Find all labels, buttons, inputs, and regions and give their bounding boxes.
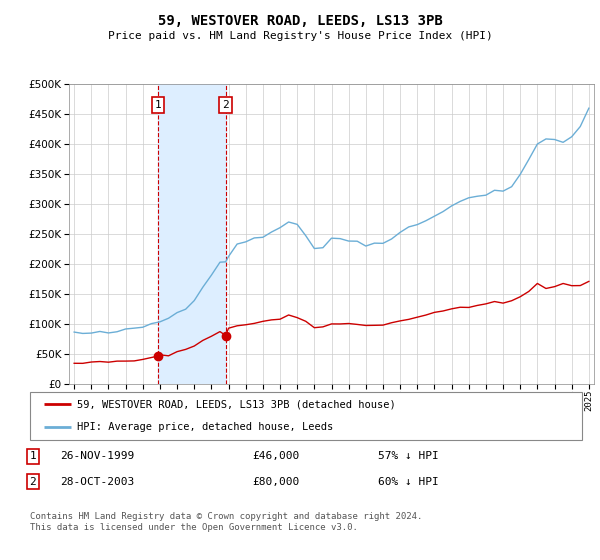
Text: Contains HM Land Registry data © Crown copyright and database right 2024.
This d: Contains HM Land Registry data © Crown c… (30, 512, 422, 532)
Text: £46,000: £46,000 (252, 451, 299, 461)
Text: Price paid vs. HM Land Registry's House Price Index (HPI): Price paid vs. HM Land Registry's House … (107, 31, 493, 41)
Text: 1: 1 (155, 100, 161, 110)
Text: 28-OCT-2003: 28-OCT-2003 (60, 477, 134, 487)
Text: 2: 2 (29, 477, 37, 487)
Text: 26-NOV-1999: 26-NOV-1999 (60, 451, 134, 461)
Text: 59, WESTOVER ROAD, LEEDS, LS13 3PB: 59, WESTOVER ROAD, LEEDS, LS13 3PB (158, 14, 442, 28)
Text: 57% ↓ HPI: 57% ↓ HPI (378, 451, 439, 461)
Text: £80,000: £80,000 (252, 477, 299, 487)
Text: 59, WESTOVER ROAD, LEEDS, LS13 3PB (detached house): 59, WESTOVER ROAD, LEEDS, LS13 3PB (deta… (77, 399, 395, 409)
Text: 2: 2 (222, 100, 229, 110)
Text: HPI: Average price, detached house, Leeds: HPI: Average price, detached house, Leed… (77, 422, 333, 432)
Bar (158, 84, 226, 384)
Text: 1: 1 (29, 451, 37, 461)
Text: 60% ↓ HPI: 60% ↓ HPI (378, 477, 439, 487)
